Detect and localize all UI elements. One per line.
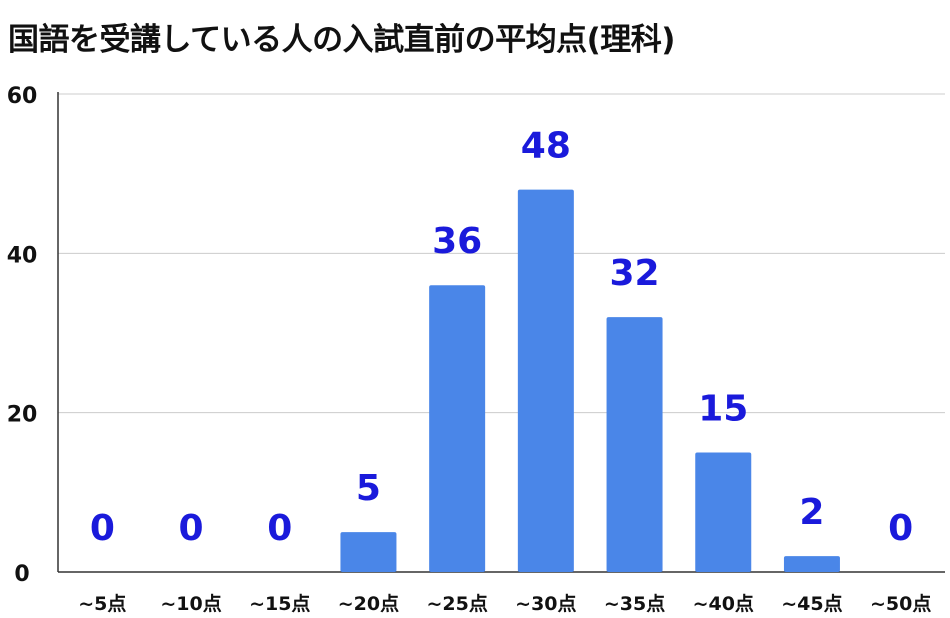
bar	[606, 317, 663, 572]
bar	[429, 285, 486, 572]
bar	[340, 532, 397, 572]
y-tick-label: 60	[7, 84, 38, 109]
data-label: 0	[888, 508, 913, 549]
x-category-label: ~25点	[426, 593, 487, 615]
x-category-label: ~20点	[338, 593, 399, 615]
y-tick-label: 40	[7, 243, 38, 268]
x-category-label: ~45点	[781, 593, 842, 615]
bar	[517, 189, 574, 572]
data-label: 0	[179, 508, 204, 549]
chart-title: 国語を受講している人の入試直前の平均点(理科)	[8, 22, 675, 58]
data-label: 32	[609, 253, 659, 294]
bar	[695, 452, 752, 572]
y-tick-label: 20	[7, 403, 38, 428]
x-category-label: ~35点	[604, 593, 665, 615]
x-category-label: ~40点	[693, 593, 754, 615]
data-label: 15	[698, 389, 748, 430]
x-category-label: ~15点	[249, 593, 310, 615]
data-label: 48	[521, 126, 571, 167]
x-category-label: ~10点	[160, 593, 221, 615]
data-label: 36	[432, 221, 482, 262]
x-category-label: ~30点	[515, 593, 576, 615]
data-label: 0	[90, 508, 115, 549]
data-label: 0	[267, 508, 292, 549]
data-label: 2	[799, 492, 824, 533]
data-label: 5	[356, 468, 381, 509]
y-tick-label: 0	[14, 562, 29, 587]
bar	[783, 556, 840, 572]
x-category-label: ~50点	[870, 593, 931, 615]
x-category-label: ~5点	[78, 593, 126, 615]
